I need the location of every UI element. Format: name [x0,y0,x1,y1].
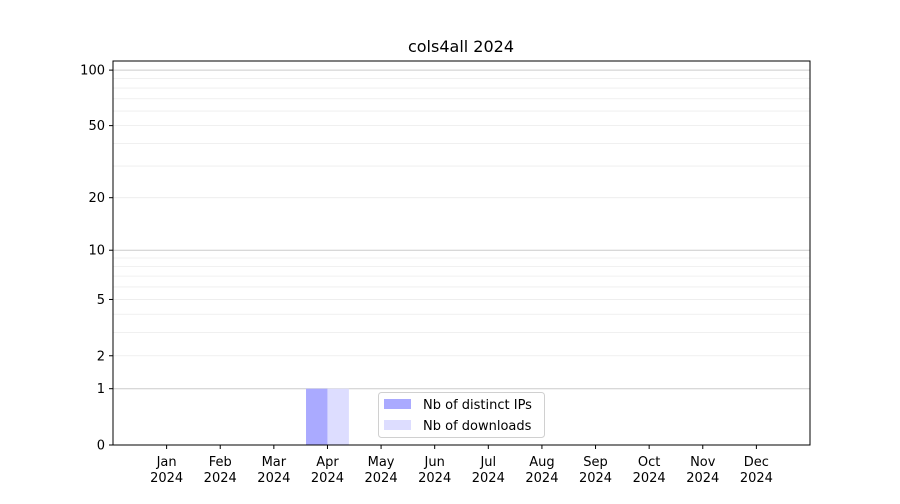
bar-distinct-ips [306,388,328,445]
x-tick-label: Oct 2024 [633,455,666,486]
y-tick-label: 10 [88,244,105,259]
y-tick-label: 0 [97,439,105,454]
chart-title: cols4all 2024 [408,37,514,56]
y-tick-label: 2 [97,349,105,364]
bars [306,388,349,445]
x-tick-label: Jan 2024 [150,455,183,486]
x-axis: Jan 2024 Feb 2024 Mar 2024 Apr 2024 May 2024 Jun 20… [150,445,773,486]
y-tick-label: 1 [97,382,105,397]
legend: Nb of distinct IPs Nb of downloads [378,392,545,438]
y-tick-label: 20 [88,191,105,206]
x-tick-label: Jun 2024 [418,455,451,486]
x-tick-label: May 2024 [365,455,398,486]
legend-swatch [384,399,411,409]
legend-box [378,392,545,438]
x-tick-label: Apr 2024 [311,455,344,486]
legend-swatch [384,420,411,430]
y-tick-label: 100 [80,64,105,79]
y-tick-label: 5 [97,293,105,308]
grid [113,69,810,390]
legend-label: Nb of downloads [423,419,532,434]
x-tick-label: Aug 2024 [525,455,558,486]
x-tick-label: Sep 2024 [579,455,612,486]
x-tick-label: Jul 2024 [472,455,505,486]
legend-label: Nb of distinct IPs [423,398,532,413]
x-tick-label: Dec 2024 [740,455,773,486]
y-axis: 0 1 2 5 10 20 50 100 [80,64,113,454]
bar-downloads [327,388,349,445]
x-tick-label: Feb 2024 [204,455,237,486]
y-tick-label: 50 [88,119,105,134]
plot-frame [112,60,811,446]
x-tick-label: Mar 2024 [257,455,290,486]
x-tick-label: Nov 2024 [686,455,719,486]
